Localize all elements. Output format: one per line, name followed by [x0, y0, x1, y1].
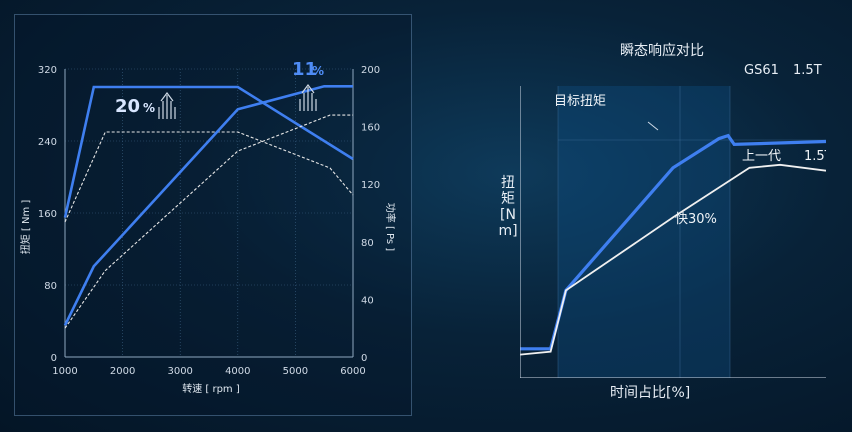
annotation-11-value: 11 — [292, 59, 317, 80]
x-tick-label: 3000 — [167, 366, 192, 377]
annotation-target-torque: 目标扭矩 — [554, 94, 606, 109]
y-right-tick-label: 40 — [361, 295, 374, 306]
transient-y-label: 扭矩[Nm] — [498, 175, 518, 239]
y-left-tick-label: 0 — [51, 353, 57, 364]
x-tick-label: 2000 — [110, 366, 135, 377]
transient-x-label: 时间占比[%] — [610, 385, 691, 401]
torque-power-chart: 0 80 160 240 320 1000 2000 3000 4000 5000 6000 0 40 8… — [19, 59, 397, 395]
torque-power-chart-panel: 0 80 160 240 320 1000 2000 3000 4000 5000 6000 0 40 8… — [14, 14, 412, 416]
legend-previous-label: 上一代 — [742, 149, 781, 164]
torque-old-line — [64, 131, 354, 223]
arrow-up-icon — [299, 84, 317, 111]
y-right-tick-label: 0 — [361, 353, 367, 364]
y-left-tick-label: 320 — [38, 65, 57, 76]
transient-chart: 目标扭矩 快30% 上一代 1.5T — [519, 86, 833, 379]
y-left-tick-label: 80 — [44, 281, 57, 292]
torque-new-line — [63, 85, 354, 218]
x-axis-label: 转速 [ rpm ] — [182, 382, 240, 395]
transient-y-label-text: 扭矩[Nm] — [498, 175, 518, 239]
transient-title: 瞬态响应对比 — [620, 43, 704, 59]
y-right-tick-label: 200 — [361, 65, 380, 76]
y-axis-left-label: 扭矩 [ Nm ] — [19, 200, 32, 255]
arrow-up-icon — [158, 92, 176, 119]
power-old-line — [64, 114, 353, 329]
legend-gs61-label: GS61 — [744, 63, 779, 78]
target-band — [558, 86, 730, 378]
annotation-20-percent: 20 % — [115, 92, 176, 119]
x-tick-label: 6000 — [340, 366, 365, 377]
annotation-11-unit: % — [312, 64, 324, 78]
x-tick-label: 4000 — [225, 366, 250, 377]
annotation-20-unit: % — [143, 101, 155, 115]
previous-gen-response-line — [519, 163, 827, 356]
legend-gs61-sub: 1.5T — [793, 63, 822, 78]
y-left-tick-label: 160 — [38, 209, 57, 220]
x-tick-label: 1000 — [52, 366, 77, 377]
annotation-20-value: 20 — [115, 96, 140, 117]
target-pointer — [647, 121, 659, 131]
y-right-tick-label: 120 — [361, 180, 380, 191]
y-right-tick-label: 160 — [361, 123, 380, 134]
annotation-faster-30: 快30% — [675, 212, 717, 227]
x-tick-label: 5000 — [283, 366, 308, 377]
legend-gs61: GS61 1.5T — [744, 63, 822, 78]
y-axis-right-label: 功率 [ Ps ] — [384, 203, 397, 252]
transient-chart-panel: 目标扭矩 快30% 上一代 1.5T — [519, 78, 833, 379]
y-left-tick-label: 240 — [38, 137, 57, 148]
y-right-tick-label: 80 — [361, 238, 374, 249]
annotation-11-percent: 11 % — [292, 59, 324, 111]
legend-previous-sub: 1.5T — [804, 149, 826, 164]
power-new-line — [63, 85, 353, 326]
